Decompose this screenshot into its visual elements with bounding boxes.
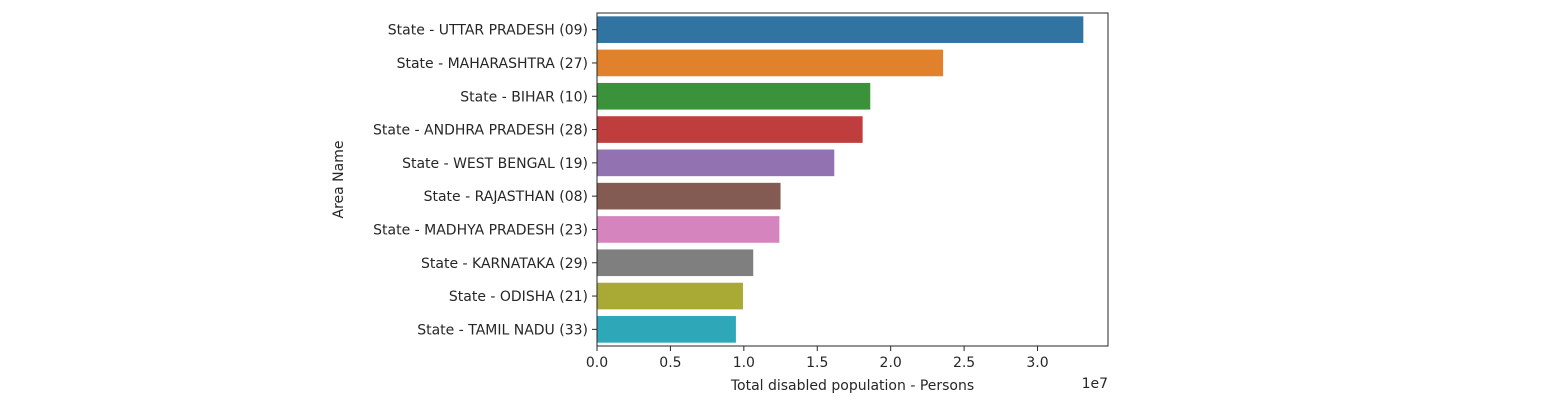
category-label-8: State - ODISHA (21) [449, 289, 588, 305]
category-label-7: State - KARNATAKA (29) [421, 256, 588, 272]
bar-9 [597, 316, 736, 343]
bars [597, 16, 1084, 343]
bar-3 [597, 116, 863, 143]
bar-4 [597, 149, 835, 177]
x-tick-label-0: 0.0 [586, 355, 608, 371]
category-label-3: State - ANDHRA PRADESH (28) [373, 123, 588, 139]
bar-0 [597, 16, 1084, 43]
y-axis-label: Area Name [331, 141, 347, 219]
x-tick-label-4: 2.0 [880, 355, 902, 371]
bar-8 [597, 282, 743, 310]
bar-1 [597, 49, 944, 77]
category-label-2: State - BIHAR (10) [460, 89, 588, 105]
bar-2 [597, 82, 871, 110]
category-label-4: State - WEST BENGAL (19) [402, 156, 588, 172]
x-ticks: 0.0 0.5 1.0 1.5 2.0 2.5 3.0 [586, 346, 1049, 371]
x-tick-label-6: 3.0 [1026, 355, 1048, 371]
bar-7 [597, 249, 754, 277]
category-label-1: State - MAHARASHTRA (27) [397, 56, 588, 72]
category-label-0: State - UTTAR PRADESH (09) [388, 23, 588, 39]
x-tick-label-5: 2.5 [953, 355, 975, 371]
category-label-9: State - TAMIL NADU (33) [417, 322, 588, 338]
x-tick-label-3: 1.5 [806, 355, 828, 371]
plot-frame [596, 12, 1109, 347]
bar-5 [597, 182, 781, 210]
x-tick-label-1: 0.5 [659, 355, 681, 371]
category-label-6: State - MADHYA PRADESH (23) [373, 222, 588, 238]
bar-6 [597, 216, 780, 243]
x-tick-label-2: 1.0 [733, 355, 755, 371]
x-axis-label: Total disabled population - Persons [730, 378, 974, 394]
category-label-5: State - RAJASTHAN (08) [424, 189, 588, 205]
category-labels: State - UTTAR PRADESH (09) State - MAHARA… [373, 23, 597, 338]
x-axis-exponent: 1e7 [1082, 376, 1108, 392]
